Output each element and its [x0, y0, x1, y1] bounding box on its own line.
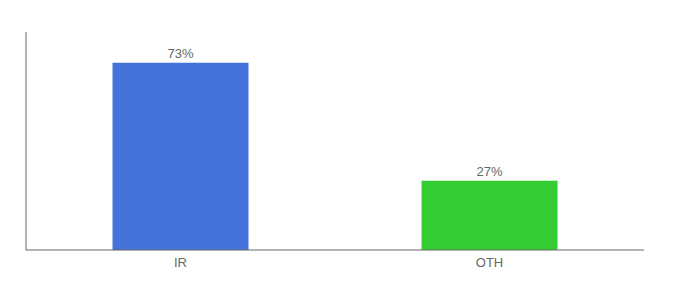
svg-text:OTH: OTH [476, 255, 503, 270]
svg-text:73%: 73% [168, 46, 194, 61]
svg-text:27%: 27% [477, 164, 503, 179]
svg-text:IR: IR [174, 255, 187, 270]
